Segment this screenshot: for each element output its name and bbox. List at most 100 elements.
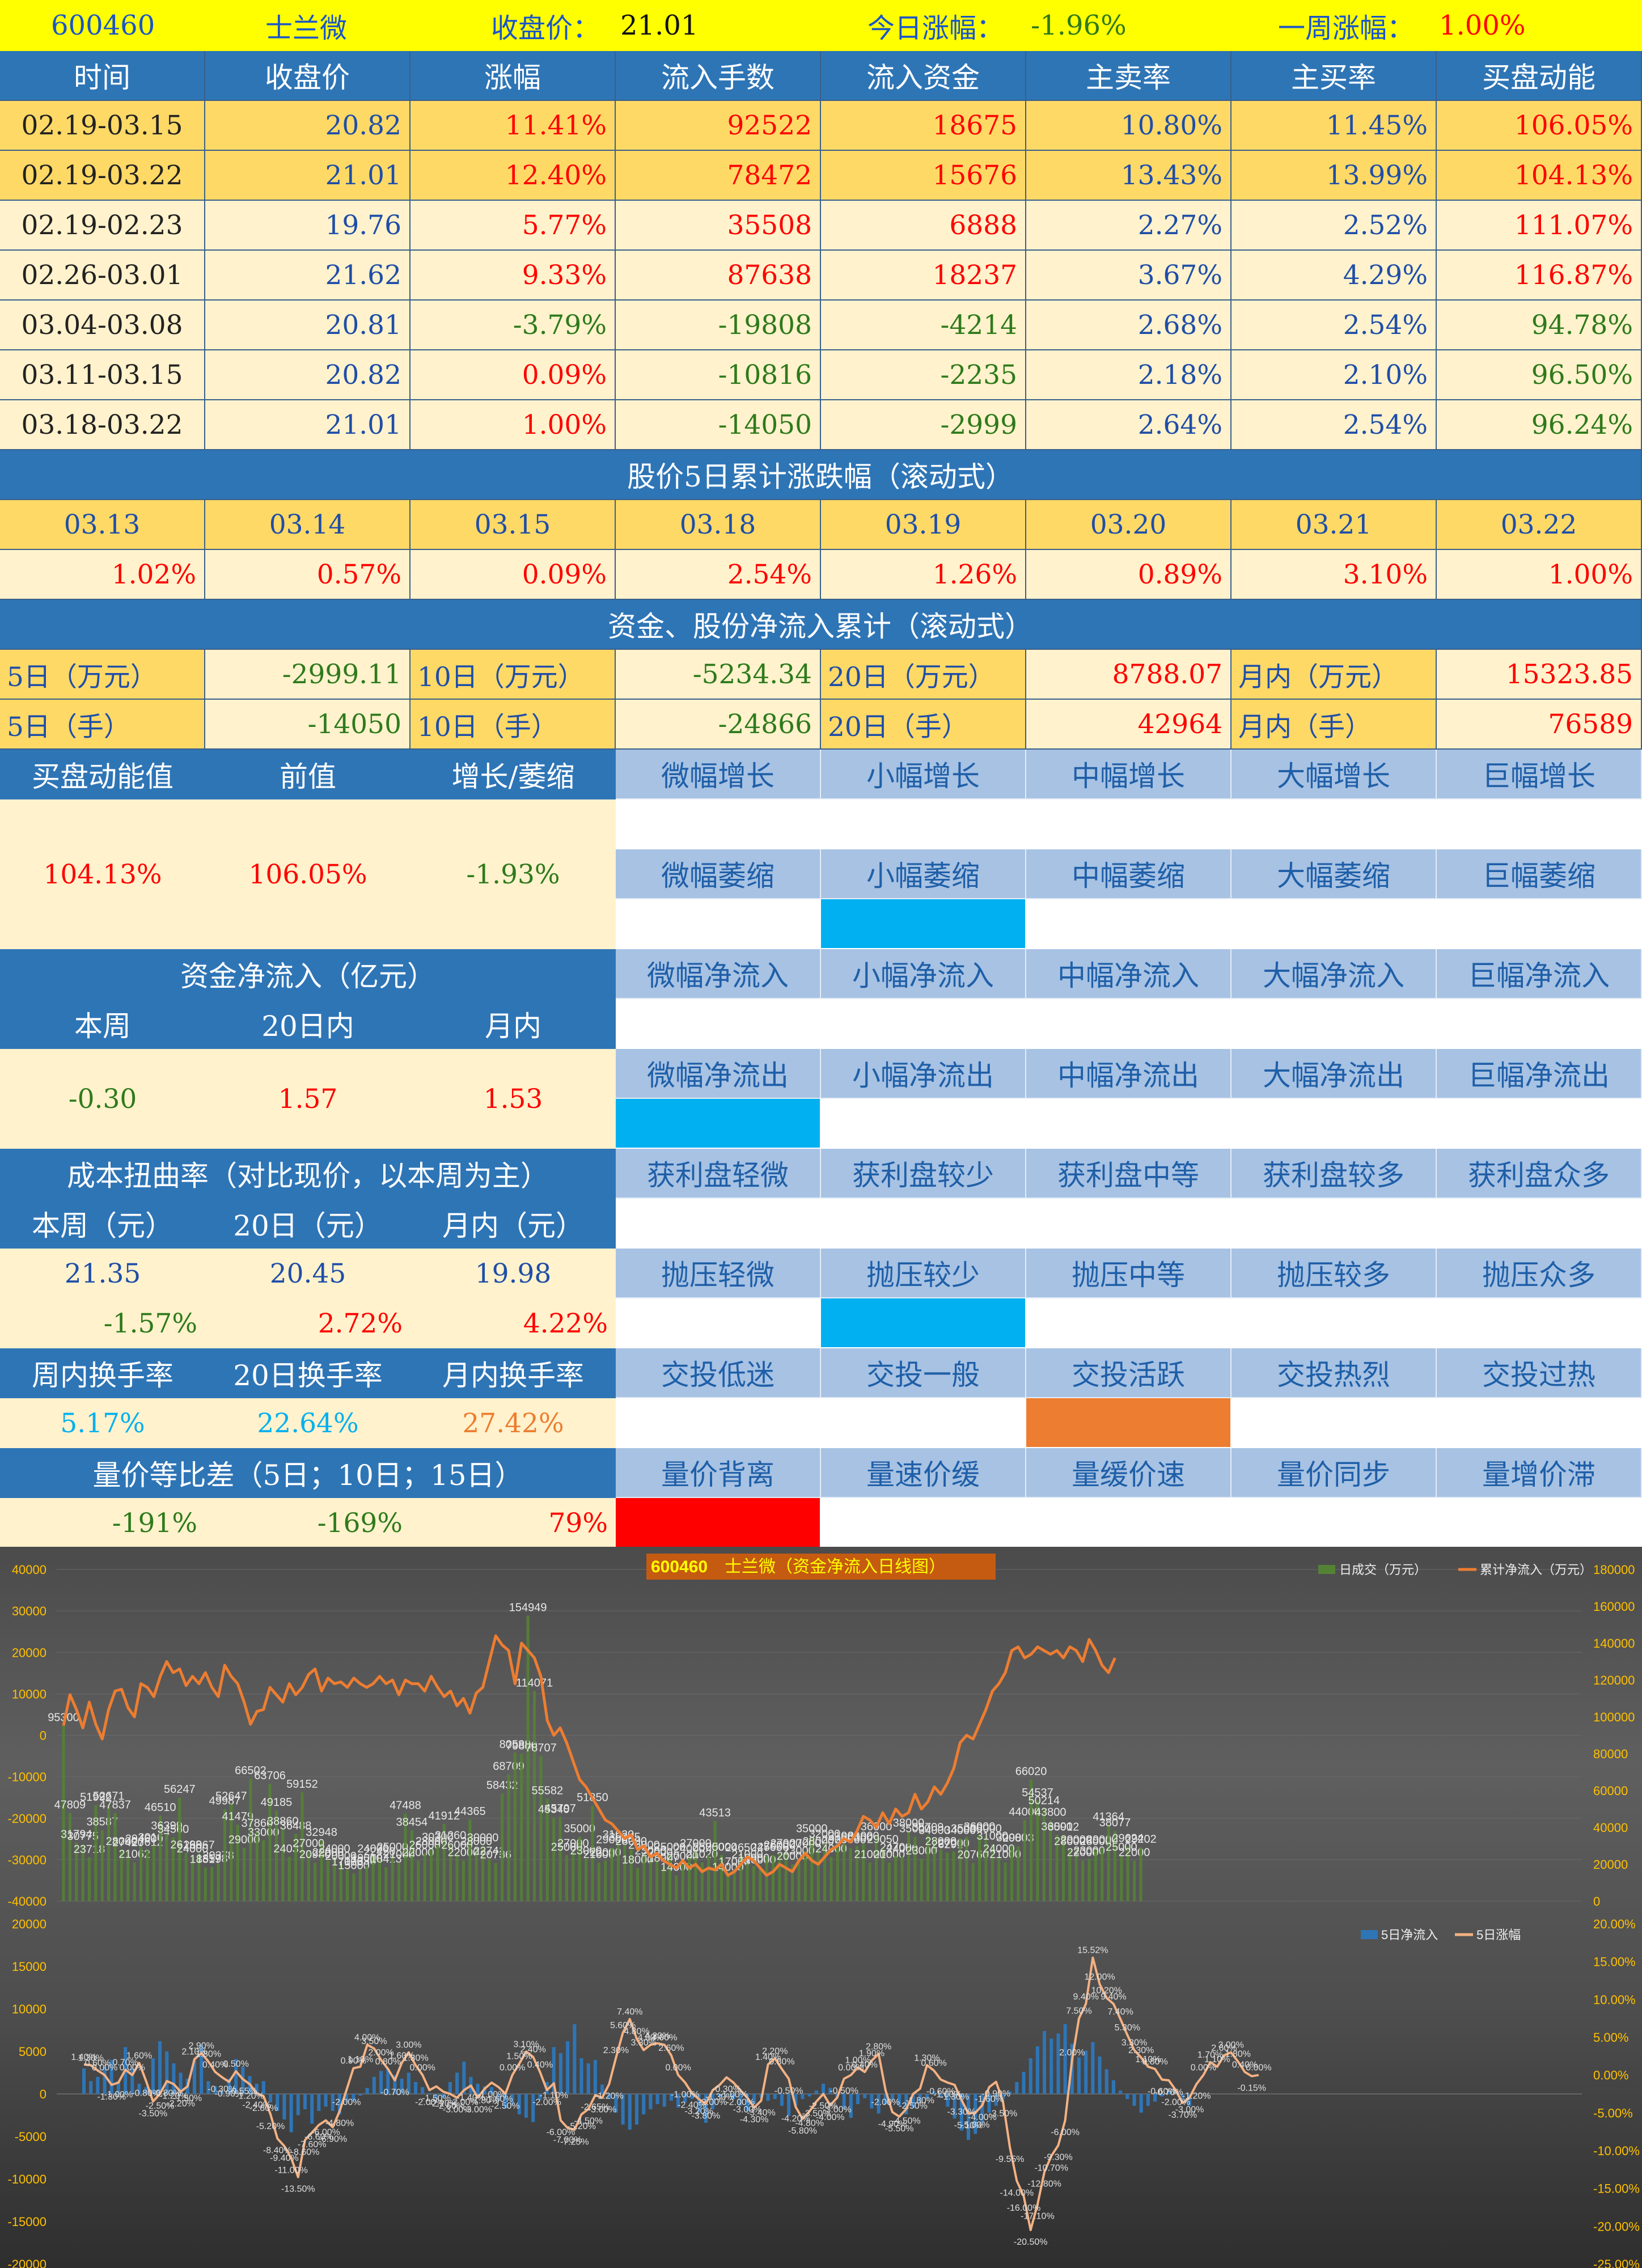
- indicator-label: 抛压中等: [1026, 1249, 1232, 1298]
- table-cell: 20.81: [205, 301, 410, 350]
- change5-label: -2.40%: [242, 2101, 271, 2110]
- change5-label: 3.30%: [631, 2038, 657, 2048]
- change5-label: -1.30%: [97, 2092, 126, 2102]
- netflow5-bar: [842, 2094, 846, 2109]
- netflow5-bar: [448, 2082, 452, 2094]
- legend-label: 日成交（万元）: [1339, 1563, 1427, 1577]
- netflow5-bar: [441, 2094, 445, 2097]
- change5-label: -2.65%: [581, 2102, 610, 2112]
- week-change-label: 一周涨幅：: [1278, 12, 1415, 44]
- netflow5-bar: [428, 2093, 431, 2094]
- volume-bar: [920, 1859, 923, 1901]
- netflow5-bar: [1111, 2080, 1115, 2094]
- volume-label: 30000: [996, 1832, 1028, 1844]
- indicator-cell: [1232, 799, 1437, 849]
- volume-bar: [913, 1837, 917, 1901]
- volume-bar: [700, 1862, 704, 1901]
- volume-label: 22000: [1119, 1847, 1150, 1859]
- change5-label: 1.60%: [126, 2051, 152, 2060]
- netflow5-bar: [718, 2094, 722, 2097]
- table-cell: 0.09%: [410, 350, 616, 400]
- volume-bar: [107, 1804, 111, 1901]
- volume-bar: [1036, 1800, 1039, 1901]
- volume-label: 35000: [951, 1822, 983, 1835]
- indicator-cell: [1437, 799, 1642, 849]
- table-cell: 111.07%: [1437, 201, 1642, 251]
- volume-bar: [371, 1857, 375, 1901]
- y-tick-label-right: -10.00%: [1593, 2144, 1640, 2158]
- netflow5-bar: [282, 2094, 286, 2119]
- netflow5-bar: [773, 2094, 777, 2099]
- volume-bar: [178, 1797, 181, 1901]
- volume-bar: [713, 1821, 717, 1901]
- volume-label: 46510: [145, 1801, 176, 1814]
- change5-label: -2.50%: [809, 2101, 838, 2111]
- netflow5-bar: [165, 2051, 169, 2094]
- volume-bar: [675, 1875, 678, 1901]
- volume-bar: [287, 1856, 291, 1901]
- table-cell: 13.99%: [1232, 151, 1437, 201]
- netflow5-bar: [462, 2062, 466, 2094]
- netflow5-bar: [711, 2094, 715, 2109]
- change5-label: 3.00%: [1218, 2041, 1243, 2050]
- rolling5-date: 03.22: [1437, 500, 1642, 550]
- table-cell: 78472: [616, 151, 821, 201]
- netflow5-bar: [1077, 2057, 1081, 2094]
- change5-label: 4.00%: [651, 2033, 677, 2042]
- volume-bar: [874, 1835, 878, 1901]
- volume-bar: [649, 1859, 652, 1901]
- volume-bar: [836, 1847, 839, 1901]
- indicator-cell: [1026, 1199, 1232, 1249]
- netflow5-bar: [801, 2094, 805, 2099]
- volume-label: 63706: [254, 1770, 286, 1782]
- table-cell: 2.10%: [1232, 350, 1437, 400]
- column-header: 收盘价: [205, 51, 410, 101]
- netflow5-bar: [227, 2079, 231, 2094]
- table-cell: 21.01: [205, 400, 410, 450]
- capital-value: -0.30: [0, 1049, 205, 1149]
- change5-label: 0.80%: [769, 2057, 794, 2067]
- cost-value: 20.45: [205, 1249, 410, 1298]
- summary-banner: 600460 士兰微 收盘价： 21.01 今日涨幅： -1.96% 一周涨幅：…: [0, 0, 1642, 51]
- y-tick-label-right: -25.00%: [1593, 2257, 1640, 2268]
- netflow5-bar: [1098, 2057, 1102, 2094]
- netflow5-bar: [103, 2067, 107, 2094]
- indicator-label: 大幅净流出: [1232, 1049, 1437, 1099]
- netflow5-bar: [524, 2094, 528, 2118]
- volume-label: 35000: [796, 1822, 828, 1835]
- turnover-header: 月内换手率: [410, 1348, 616, 1398]
- volume-label: 22000: [1067, 1847, 1099, 1859]
- volume-label: 59152: [286, 1778, 318, 1791]
- volume-label: 21000: [731, 1848, 763, 1861]
- indicator-label: 微幅净流出: [616, 1049, 821, 1099]
- netflow5-bar: [904, 2094, 908, 2114]
- cost-title: 成本扭曲率（对比现价，以本周为主）: [0, 1149, 616, 1199]
- change5-label: 0.80%: [375, 2057, 401, 2067]
- table-cell: 87638: [616, 251, 821, 301]
- volume-label: 114071: [516, 1677, 553, 1689]
- change5-label: -2.00%: [871, 2097, 900, 2107]
- volume-bar: [971, 1863, 975, 1901]
- netflow5-bar: [1029, 2058, 1032, 2094]
- table-cell: -19808: [616, 301, 821, 350]
- table-cell: 18237: [821, 251, 1026, 301]
- indicator-cell: [616, 1398, 821, 1448]
- volume-label: 49185: [261, 1796, 293, 1809]
- rolling5-value: 1.02%: [0, 550, 205, 600]
- volume-label: 25000: [551, 1841, 583, 1854]
- y-tick-label-left: 5000: [19, 2045, 46, 2059]
- volume-label: 31794: [61, 1829, 92, 1841]
- volume-bar: [1042, 1808, 1046, 1901]
- change5-label: -3.00%: [463, 2105, 492, 2115]
- indicator-cell: [1232, 1498, 1437, 1548]
- volume-bar: [397, 1862, 401, 1901]
- y-tick-label-right: 120000: [1593, 1673, 1635, 1687]
- volume-label: 36399: [151, 1820, 183, 1833]
- rolling5-title: 股价5日累计涨跌幅（滚动式）: [0, 450, 1642, 500]
- change5-label: 2.30%: [1128, 2046, 1154, 2055]
- volume-label: 26291: [932, 1839, 963, 1851]
- y-tick-label-left: 0: [40, 1729, 46, 1743]
- netflow5-bar: [918, 2094, 922, 2102]
- netflow5-bar: [82, 2068, 86, 2094]
- volume-label: 28000: [460, 1835, 492, 1848]
